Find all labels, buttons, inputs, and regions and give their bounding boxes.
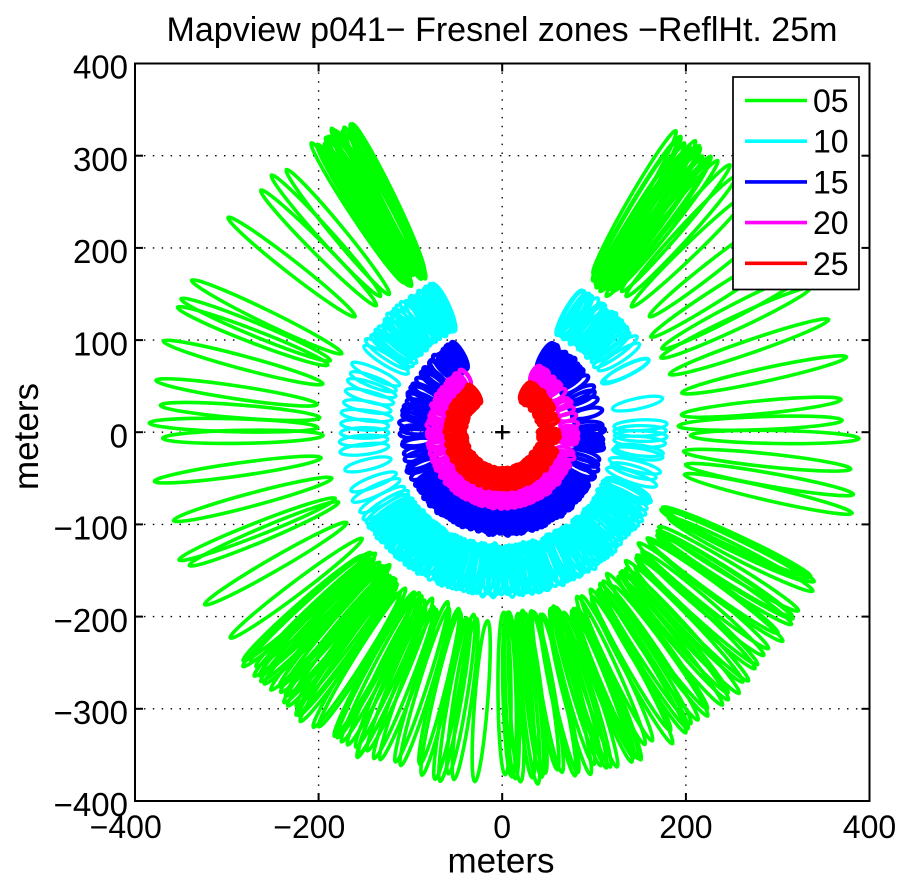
- svg-text:200: 200: [73, 233, 128, 270]
- svg-text:−100: −100: [54, 510, 128, 547]
- svg-text:20: 20: [813, 205, 849, 241]
- svg-text:−200: −200: [273, 809, 345, 845]
- svg-text:meters: meters: [448, 842, 555, 881]
- svg-text:0: 0: [110, 417, 128, 454]
- svg-text:15: 15: [813, 164, 849, 200]
- svg-text:100: 100: [73, 325, 128, 362]
- svg-text:0: 0: [493, 809, 511, 845]
- svg-text:−400: −400: [54, 786, 128, 823]
- svg-text:25: 25: [813, 246, 849, 282]
- svg-text:300: 300: [73, 141, 128, 178]
- svg-text:Mapview p041− Fresnel zones −R: Mapview p041− Fresnel zones −ReflHt. 25m: [167, 11, 838, 49]
- svg-text:meters: meters: [7, 383, 46, 490]
- svg-text:200: 200: [659, 809, 712, 845]
- svg-text:−300: −300: [54, 694, 128, 731]
- svg-text:05: 05: [813, 83, 849, 119]
- svg-text:−200: −200: [54, 602, 128, 639]
- svg-text:400: 400: [843, 809, 896, 845]
- svg-text:−400: −400: [90, 809, 162, 845]
- svg-text:10: 10: [813, 124, 849, 160]
- svg-text:400: 400: [73, 49, 128, 86]
